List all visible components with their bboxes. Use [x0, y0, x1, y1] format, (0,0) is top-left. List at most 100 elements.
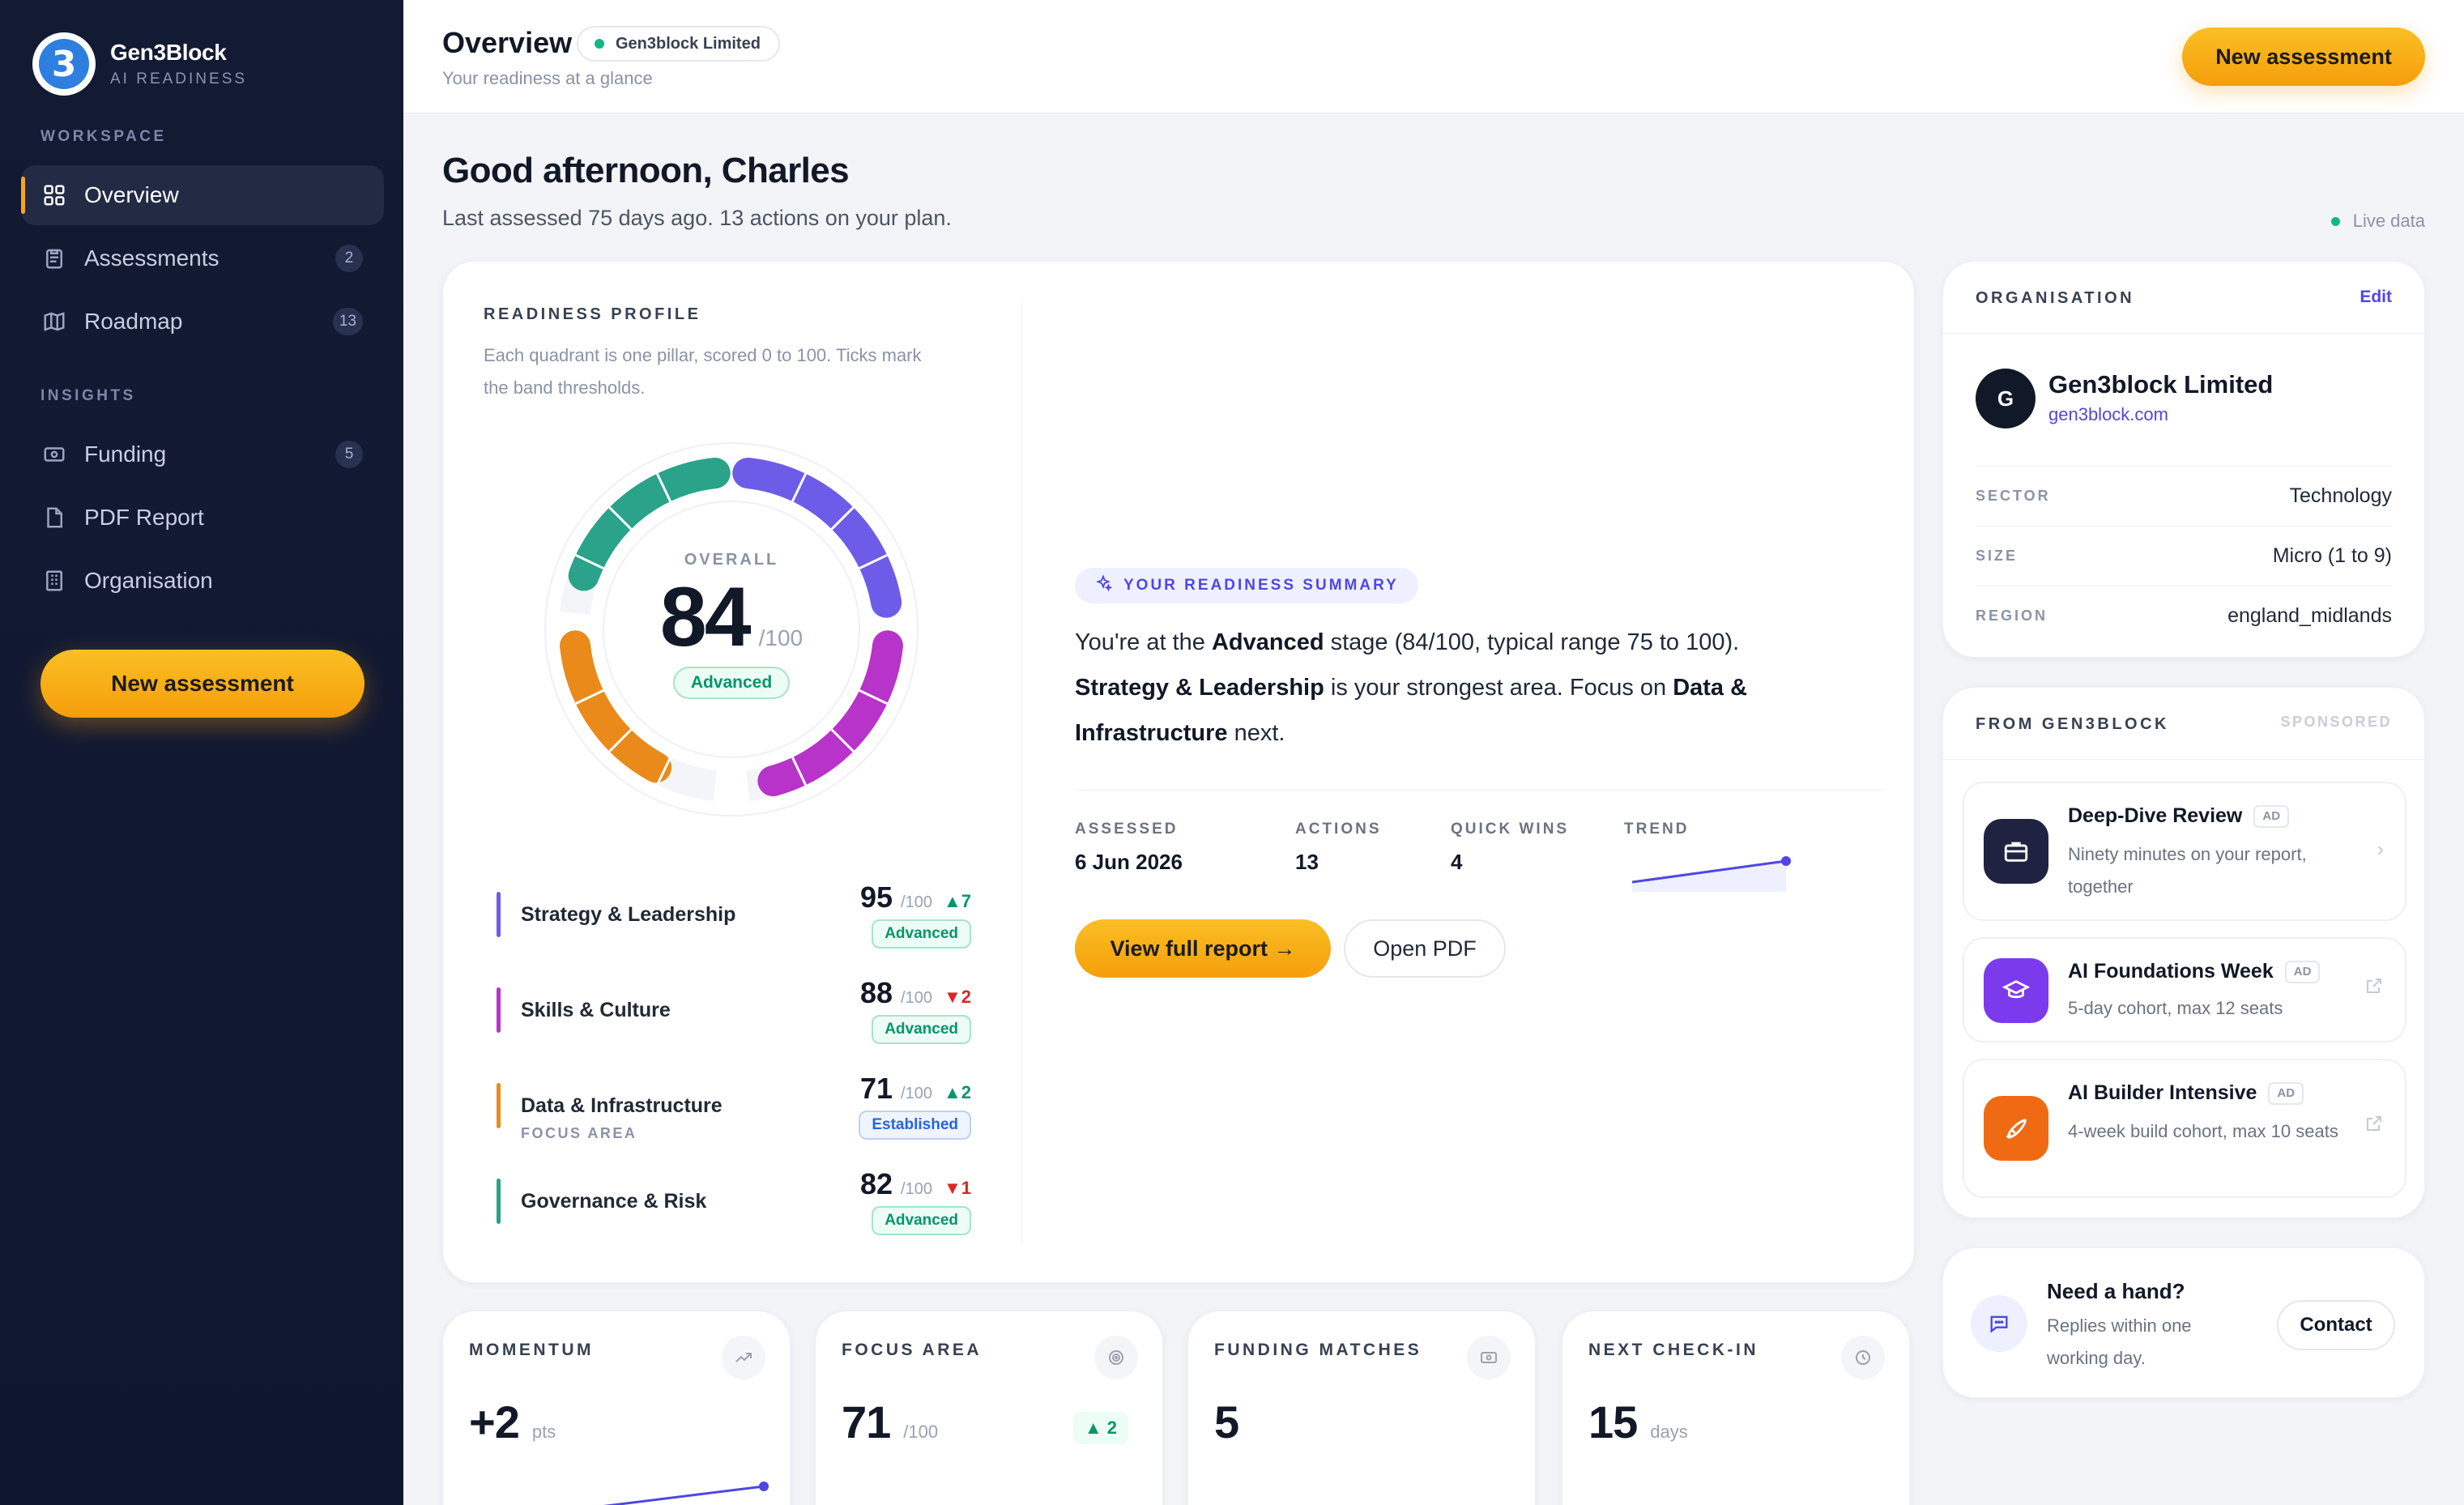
pillar-band-badge: Established	[859, 1111, 971, 1140]
promo-description: 4-week build cohort, max 10 seats	[2068, 1121, 2338, 1141]
overall-score: 84	[659, 569, 752, 664]
edit-organisation-link[interactable]: Edit	[2360, 288, 2392, 306]
ad-badge: AD	[2253, 804, 2290, 828]
stat-value: 4	[1451, 850, 1463, 874]
pillar-focus-label: FOCUS AREA	[521, 1125, 637, 1141]
pillar-color-bar	[497, 1083, 501, 1128]
org-row-label: SIZE	[1976, 548, 2019, 564]
sidebar-item-funding[interactable]: Funding 5	[21, 424, 384, 484]
pillar-skills-culture[interactable]: Skills & Culture 88 /100 ▼2 Advanced	[497, 976, 971, 1055]
help-description: Replies within one working day.	[2047, 1315, 2192, 1368]
sidebar-item-overview[interactable]: Overview	[21, 165, 384, 225]
promo-title: Deep-Dive Review	[2068, 804, 2243, 827]
building-icon	[42, 569, 66, 593]
pillar-name: Governance & Risk	[521, 1190, 707, 1213]
section-label-insights: INSIGHTS	[40, 387, 136, 404]
from-title: FROM GEN3BLOCK	[1976, 715, 2169, 733]
org-chip[interactable]: Gen3block Limited	[577, 26, 780, 62]
pillar-score: 88	[860, 976, 893, 1009]
brand-name: Gen3Block	[110, 40, 227, 65]
stat-label: QUICK WINS	[1451, 821, 1570, 838]
pillar-score: 71	[860, 1072, 893, 1105]
file-icon	[42, 505, 66, 530]
sidebar-item-organisation[interactable]: Organisation	[21, 551, 384, 611]
promo-ai-builder-intensive[interactable]: AI Builder Intensive AD 4-week build coh…	[1963, 1059, 2406, 1198]
gauge-arc-skills	[757, 630, 903, 797]
map-icon	[42, 309, 66, 334]
pillar-color-bar	[497, 1179, 501, 1224]
help-card: Need a hand? Replies within one working …	[1942, 1247, 2425, 1398]
summary-chip: YOUR READINESS SUMMARY	[1075, 568, 1418, 603]
live-dot-icon	[2330, 216, 2340, 226]
sidebar-item-pdf-report[interactable]: PDF Report	[21, 488, 384, 548]
gauge-tick	[655, 473, 672, 502]
pillar-data-infrastructure[interactable]: Data & Infrastructure FOCUS AREA 71 /100…	[497, 1072, 971, 1151]
stat-actions: ACTIONS 13	[1295, 821, 1382, 875]
avatar: G	[1976, 369, 2036, 428]
readiness-card: READINESS PROFILE Each quadrant is one p…	[442, 261, 1915, 1283]
brand-subtitle: AI READINESS	[110, 70, 248, 87]
tile-unit: pts	[531, 1422, 556, 1442]
sidebar-item-label: Assessments	[84, 245, 220, 271]
status-dot-icon	[595, 39, 604, 49]
live-data-indicator: Live data	[2330, 211, 2425, 232]
promo-title: AI Builder Intensive	[2068, 1081, 2257, 1104]
brand[interactable]: 3 Gen3Block AI READINESS	[32, 32, 247, 96]
gauge-tick	[830, 728, 855, 752]
gauge-arc-data	[560, 630, 672, 783]
external-link-icon	[2364, 1114, 2384, 1139]
organisation-title: ORGANISATION	[1976, 289, 2135, 307]
greeting-title: Good afternoon, Charles	[442, 151, 850, 190]
gauge-tick	[830, 506, 855, 531]
page-subtitle: Your readiness at a glance	[442, 68, 653, 88]
tile-value: 15	[1588, 1396, 1638, 1447]
banknote-icon	[42, 442, 66, 467]
sidebar-item-roadmap[interactable]: Roadmap 13	[21, 292, 384, 352]
grid-icon	[42, 183, 66, 207]
sidebar-item-label: Organisation	[84, 568, 213, 593]
sidebar-new-assessment-button[interactable]: New assessment	[40, 650, 364, 718]
divider	[1943, 759, 2424, 760]
sidebar-item-assessments[interactable]: Assessments 2	[21, 228, 384, 288]
stat-assessed: ASSESSED 6 Jun 2026	[1075, 821, 1183, 875]
tile-label: MOMENTUM	[469, 1341, 594, 1359]
tile-value: +2	[469, 1396, 520, 1447]
open-pdf-button[interactable]: Open PDF	[1344, 919, 1506, 978]
momentum-sparkline	[603, 1482, 769, 1505]
overall-label: OVERALL	[684, 550, 779, 569]
gauge-tick	[608, 506, 633, 531]
pillar-governance-risk[interactable]: Governance & Risk 82 /100 ▼1 Advanced	[497, 1167, 971, 1247]
pillar-delta: ▲7	[943, 891, 971, 911]
organisation-domain-link[interactable]: gen3block.com	[2048, 404, 2168, 424]
briefcase-icon	[1984, 819, 2048, 884]
sidebar-item-label: PDF Report	[84, 505, 204, 530]
promo-description: 5-day cohort, max 12 seats	[2068, 998, 2283, 1018]
clock-icon	[1841, 1336, 1885, 1379]
sponsored-label: SPONSORED	[2280, 714, 2392, 730]
target-icon	[1094, 1336, 1138, 1379]
tile-next-check-in: NEXT CHECK-IN 15 days	[1562, 1311, 1910, 1505]
sidebar-item-count: 5	[335, 441, 363, 468]
promo-description: Ninety minutes on your report, together	[2068, 844, 2307, 897]
contact-button[interactable]: Contact	[2277, 1300, 2395, 1350]
banknote-icon	[1467, 1336, 1511, 1379]
rocket-icon	[1984, 1096, 2048, 1161]
brand-logo-mark: 3	[39, 39, 89, 89]
gauge-tick	[575, 553, 604, 570]
gauge-tick	[575, 689, 604, 706]
tile-label: FOCUS AREA	[842, 1341, 983, 1359]
pillar-strategy-leadership[interactable]: Strategy & Leadership 95 /100 ▲7 Advance…	[497, 880, 971, 960]
view-full-report-button[interactable]: View full report →	[1075, 919, 1331, 978]
readiness-profile-title: READINESS PROFILE	[484, 305, 701, 323]
sparkle-icon	[1094, 574, 1113, 597]
pillar-delta: ▼1	[943, 1178, 971, 1198]
vertical-divider	[1021, 302, 1022, 1245]
tile-focus-area: FOCUS AREA 71 /100 ▲ 2	[815, 1311, 1163, 1505]
new-assessment-button[interactable]: New assessment	[2182, 28, 2425, 86]
gauge-tick	[859, 689, 888, 706]
promo-deep-dive-review[interactable]: Deep-Dive Review AD Ninety minutes on yo…	[1963, 782, 2406, 921]
pillar-score: 82	[860, 1167, 893, 1200]
promo-ai-foundations-week[interactable]: AI Foundations Week AD 5-day cohort, max…	[1963, 937, 2406, 1042]
tile-value: 5	[1214, 1396, 1239, 1447]
sidebar-item-count: 13	[332, 308, 363, 335]
